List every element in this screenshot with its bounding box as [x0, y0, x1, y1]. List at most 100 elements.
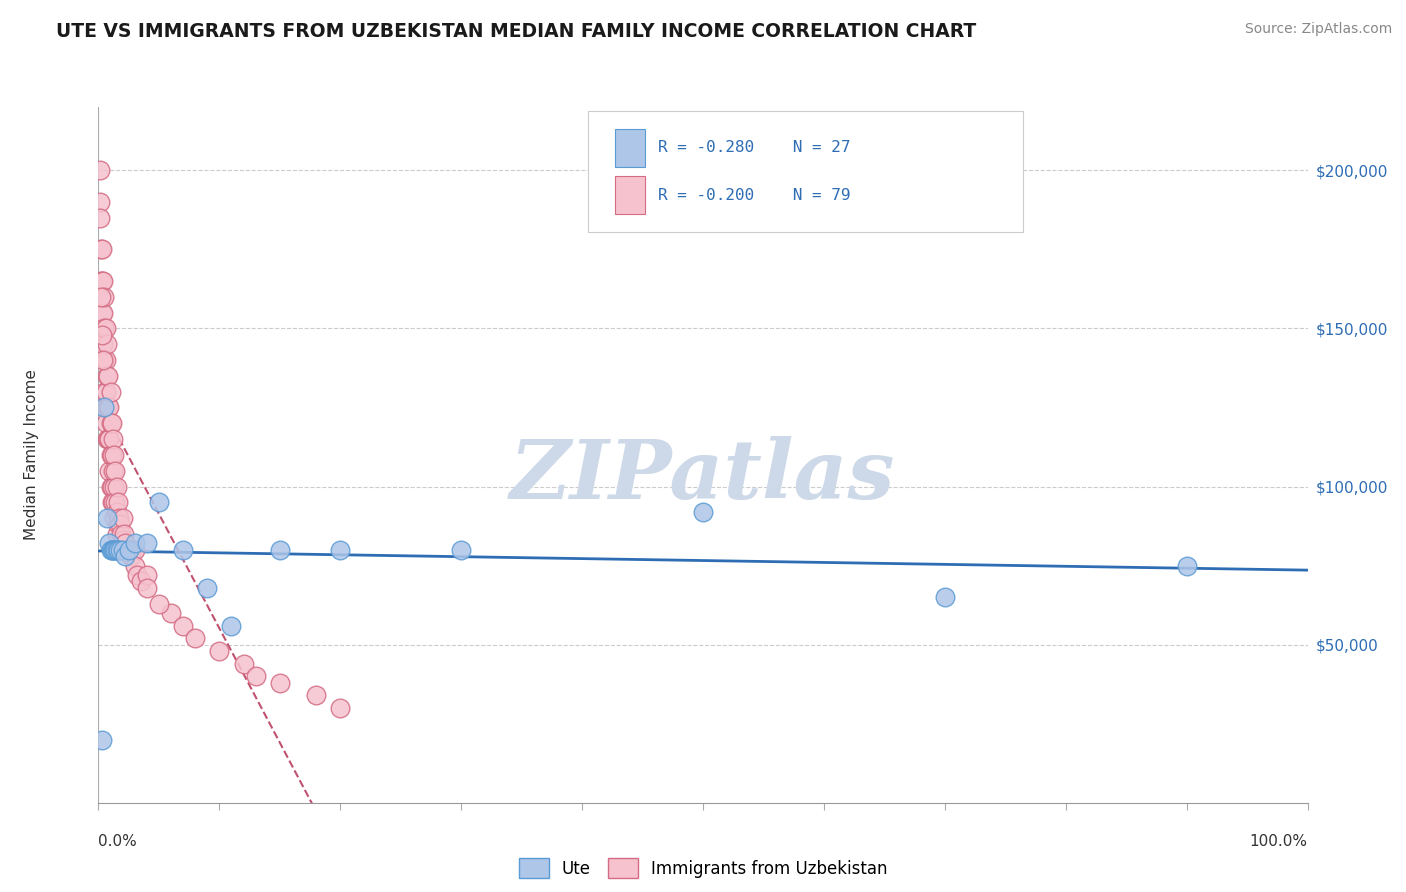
Point	[91, 305, 114, 319]
Point	[100, 384, 122, 399]
Text: R = -0.200    N = 79: R = -0.200 N = 79	[658, 187, 851, 202]
Point	[94, 384, 117, 399]
Point	[91, 337, 114, 351]
Point	[103, 542, 125, 557]
Point	[111, 533, 134, 548]
Text: UTE VS IMMIGRANTS FROM UZBEKISTAN MEDIAN FAMILY INCOME CORRELATION CHART: UTE VS IMMIGRANTS FROM UZBEKISTAN MEDIAN…	[56, 22, 977, 41]
Text: 0.0%: 0.0%	[98, 834, 138, 849]
Point	[110, 527, 132, 541]
Point	[103, 479, 125, 493]
Point	[118, 542, 141, 557]
Point	[93, 290, 115, 304]
Text: Source: ZipAtlas.com: Source: ZipAtlas.com	[1244, 22, 1392, 37]
Point	[269, 675, 291, 690]
Point	[97, 401, 120, 415]
Point	[96, 511, 118, 525]
Point	[1175, 558, 1198, 573]
Point	[101, 495, 124, 509]
Point	[195, 581, 218, 595]
Point	[104, 542, 127, 557]
Point	[96, 432, 118, 446]
Point	[93, 384, 115, 399]
Point	[124, 536, 146, 550]
Point	[100, 542, 122, 557]
Point	[104, 464, 127, 478]
Point	[90, 290, 112, 304]
Point	[101, 464, 124, 478]
Point	[114, 549, 136, 563]
Point	[91, 353, 114, 368]
Point	[105, 527, 128, 541]
Point	[105, 479, 128, 493]
Point	[118, 542, 141, 557]
Point	[98, 401, 121, 415]
Point	[329, 542, 352, 557]
Point	[96, 337, 118, 351]
Point	[129, 574, 152, 589]
Text: Median Family Income: Median Family Income	[24, 369, 39, 541]
Point	[148, 495, 170, 509]
Point	[108, 511, 131, 525]
Point	[108, 542, 131, 557]
Point	[111, 511, 134, 525]
Point	[100, 495, 122, 509]
Point	[93, 321, 115, 335]
Point	[148, 597, 170, 611]
Point	[172, 542, 194, 557]
Point	[90, 321, 112, 335]
Point	[245, 669, 267, 683]
Point	[160, 606, 183, 620]
Point	[305, 688, 328, 702]
Point	[208, 644, 231, 658]
Point	[100, 542, 122, 557]
Point	[108, 517, 131, 532]
FancyBboxPatch shape	[614, 176, 645, 214]
Point	[97, 432, 120, 446]
Point	[98, 432, 121, 446]
Point	[184, 632, 207, 646]
Point	[692, 505, 714, 519]
Point	[93, 401, 115, 415]
Point	[104, 495, 127, 509]
Point	[120, 549, 142, 563]
Point	[91, 243, 114, 257]
Point	[100, 448, 122, 462]
Point	[127, 568, 149, 582]
Point	[107, 542, 129, 557]
Point	[934, 591, 956, 605]
Point	[94, 353, 117, 368]
Point	[101, 432, 124, 446]
Point	[329, 701, 352, 715]
Text: ZIPatlas: ZIPatlas	[510, 436, 896, 516]
Point	[90, 274, 112, 288]
Legend: Ute, Immigrants from Uzbekistan: Ute, Immigrants from Uzbekistan	[512, 851, 894, 885]
Point	[103, 448, 125, 462]
Point	[100, 448, 122, 462]
FancyBboxPatch shape	[588, 111, 1024, 232]
Point	[89, 163, 111, 178]
Point	[101, 542, 124, 557]
Text: R = -0.280    N = 27: R = -0.280 N = 27	[658, 140, 851, 155]
FancyBboxPatch shape	[614, 128, 645, 167]
Point	[100, 417, 122, 431]
Point	[112, 527, 135, 541]
Point	[221, 618, 243, 632]
Point	[100, 479, 122, 493]
Point	[124, 542, 146, 557]
Point	[93, 353, 115, 368]
Text: 100.0%: 100.0%	[1250, 834, 1308, 849]
Point	[94, 321, 117, 335]
Point	[105, 505, 128, 519]
Point	[269, 542, 291, 557]
Point	[91, 274, 114, 288]
Point	[111, 542, 134, 557]
Point	[114, 536, 136, 550]
Point	[232, 657, 254, 671]
Point	[90, 243, 112, 257]
Point	[135, 536, 157, 550]
Point	[100, 417, 122, 431]
Point	[98, 464, 121, 478]
Point	[96, 368, 118, 383]
Point	[97, 368, 120, 383]
Point	[98, 536, 121, 550]
